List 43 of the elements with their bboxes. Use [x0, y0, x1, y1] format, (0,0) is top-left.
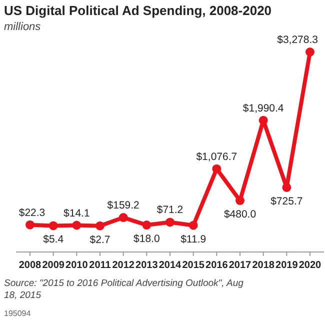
point [212, 164, 222, 174]
point [282, 182, 292, 192]
data-label: $22.3 [18, 206, 46, 219]
point [96, 221, 104, 230]
data-label: $480.0 [224, 208, 256, 221]
point [258, 116, 268, 125]
x-tick-label: 2009 [42, 260, 65, 271]
chart-subtitle: millions [4, 21, 42, 33]
point [118, 213, 128, 222]
point [236, 196, 244, 206]
data-label: $18.0 [134, 233, 160, 246]
point [72, 220, 82, 230]
data-label: $1,990.4 [242, 102, 284, 114]
data-label: $5.4 [43, 234, 64, 246]
data-label: $1,076.7 [196, 150, 238, 163]
x-tick-label: 2017 [228, 260, 252, 271]
x-tick-label: 2020 [298, 260, 322, 271]
x-tick-label: 2019 [276, 260, 298, 271]
point [48, 221, 58, 230]
x-tick-label: 2015 [182, 260, 205, 271]
point [306, 48, 314, 56]
point [142, 220, 152, 230]
point [26, 220, 34, 230]
source-note: Source: "2015 to 2016 Political Advertising Outlook", Aug 18, 2015 [4, 278, 244, 301]
point [188, 220, 198, 230]
text: 195094 [4, 309, 32, 318]
x-tick-label: 2016 [206, 260, 228, 271]
data-label: $14.1 [64, 207, 90, 220]
data-label: $71.2 [156, 204, 184, 216]
x-tick-label: 2012 [112, 260, 135, 271]
x-tick-label: 2010 [66, 260, 88, 271]
x-tick-label: 2018 [252, 260, 275, 271]
x-tick-label: 2013 [136, 260, 158, 271]
x-tick-label: 2011 [89, 260, 112, 271]
data-label: $3,278.3 [277, 34, 318, 46]
point [166, 218, 174, 227]
data-label: $725.7 [270, 195, 303, 208]
data-label: $11.9 [180, 233, 206, 246]
chart-title: US Digital Political Ad Spending, 2008-2020 [4, 3, 272, 18]
data-label: $2.7 [90, 234, 110, 246]
data-label: $159.2 [107, 200, 140, 212]
x-tick-label: 2008 [18, 260, 42, 271]
x-tick-label: 2014 [158, 260, 182, 271]
